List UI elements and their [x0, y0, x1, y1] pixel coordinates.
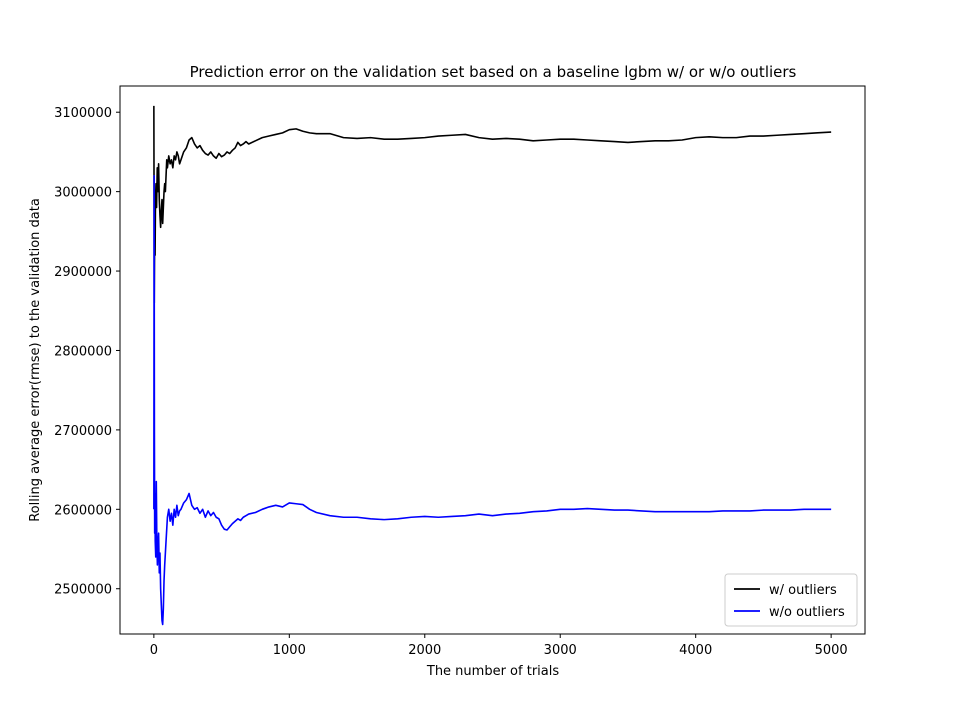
- y-tick-label: 2900000: [54, 265, 112, 280]
- y-axis: 2500000 2600000 2700000 2800000 2900000 30000…: [54, 106, 120, 598]
- x-tick-label: 3000: [544, 643, 577, 658]
- legend: w/ outliers w/o outliers: [724, 573, 858, 627]
- plot-area: [119, 85, 866, 635]
- y-tick-label: 2800000: [54, 344, 112, 359]
- x-tick-label: 0: [150, 643, 158, 658]
- legend-label-1: w/ outliers: [769, 583, 837, 598]
- legend-label-2: w/o outliers: [769, 605, 845, 620]
- chart-title: Prediction error on the validation set b…: [190, 63, 797, 81]
- y-tick-label: 3000000: [54, 186, 112, 201]
- axes-frame: [119, 85, 866, 635]
- series-line-1: [153, 105, 832, 304]
- y-tick-label: 2600000: [54, 503, 112, 518]
- y-axis-title: Rolling average error(rmse) to the valid…: [28, 198, 43, 522]
- x-axis: 0 1000 2000 3000 4000 5000: [150, 634, 848, 658]
- x-tick-label: 5000: [815, 643, 848, 658]
- legend-box: [724, 573, 858, 627]
- x-tick-label: 1000: [273, 643, 306, 658]
- x-axis-title: The number of trials: [426, 664, 559, 679]
- y-tick-label: 2700000: [54, 424, 112, 439]
- y-tick-label: 2500000: [54, 583, 112, 598]
- x-tick-label: 2000: [408, 643, 441, 658]
- x-tick-label: 4000: [679, 643, 712, 658]
- series-line-2: [153, 174, 832, 626]
- y-tick-label: 3100000: [54, 106, 112, 121]
